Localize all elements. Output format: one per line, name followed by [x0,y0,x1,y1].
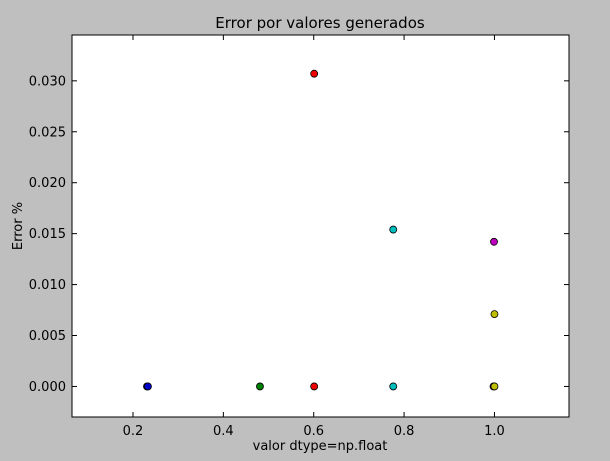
y-tick-label: 0.005 [29,329,66,344]
y-tick-label: 0.020 [29,176,66,191]
scatter-point [490,310,499,319]
scatter-point [310,382,319,391]
x-tick-label: 0.8 [394,424,415,439]
points-layer [143,69,499,391]
scatter-point [256,382,264,391]
y-tick-label: 0.030 [29,74,66,89]
x-axis-label: valor dtype=np.float [253,439,388,454]
y-axis-label: Error % [11,202,26,250]
plot-area [71,34,570,418]
x-tick-label: 0.4 [213,424,234,439]
scatter-point [490,237,498,246]
scatter-point [144,382,152,391]
scatter-point [310,69,319,78]
x-tick-label: 1.0 [484,424,505,439]
x-tick-label: 0.6 [303,424,324,439]
y-tick-label: 0.015 [29,227,66,242]
chart-title: Error por valores generados [215,14,425,32]
y-tick-label: 0.025 [29,125,66,140]
x-tick-label: 0.2 [123,424,144,439]
scatter-point [389,225,398,234]
y-tick-label: 0.010 [29,278,66,293]
y-tick-label: 0.000 [29,380,66,395]
ticks-layer: 0.2 0.4 0.6 0.8 1.0 0.000 0.005 0.010 0.015 0.020… [29,35,569,439]
scatter-point [490,382,499,391]
scatter-point [389,382,398,391]
